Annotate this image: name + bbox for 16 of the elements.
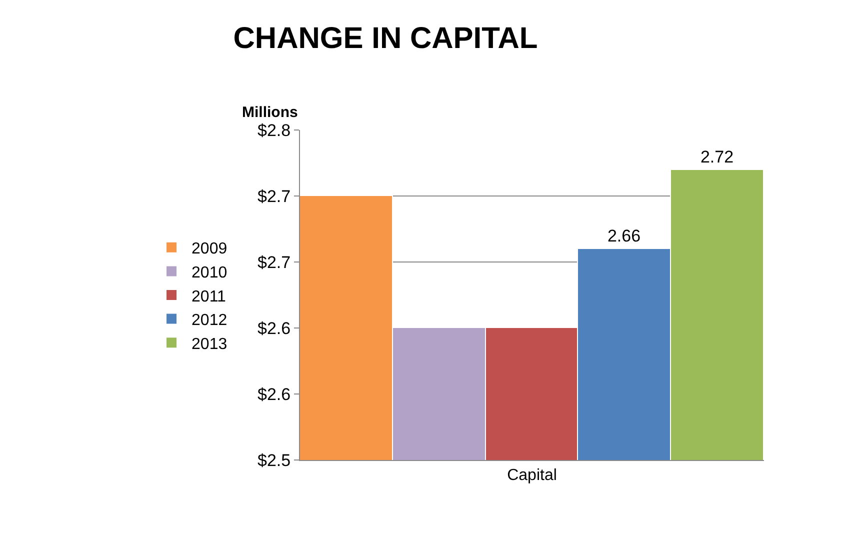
legend-label: 2009 xyxy=(192,240,228,258)
y-tick-label: $2.5 xyxy=(258,450,291,470)
y-axis-title: Millions xyxy=(242,104,298,121)
legend-label: 2011 xyxy=(192,288,226,306)
y-tick-label: $2.6 xyxy=(258,384,291,404)
y-tick-label: $2.6 xyxy=(258,318,291,338)
data-label: 2.66 xyxy=(607,226,641,246)
y-tick-label: $2.7 xyxy=(258,186,291,206)
legend-label: 2012 xyxy=(192,312,228,330)
x-tick-label: Capital xyxy=(507,467,557,484)
data-label: 2.72 xyxy=(700,148,734,166)
y-tick-label: $2.7 xyxy=(258,252,291,272)
y-tick-label: $2.8 xyxy=(258,120,291,140)
legend-label: 2010 xyxy=(192,264,228,282)
chart-title: CHANGE IN CAPITAL xyxy=(233,22,538,55)
legend-label: 2013 xyxy=(192,336,228,353)
